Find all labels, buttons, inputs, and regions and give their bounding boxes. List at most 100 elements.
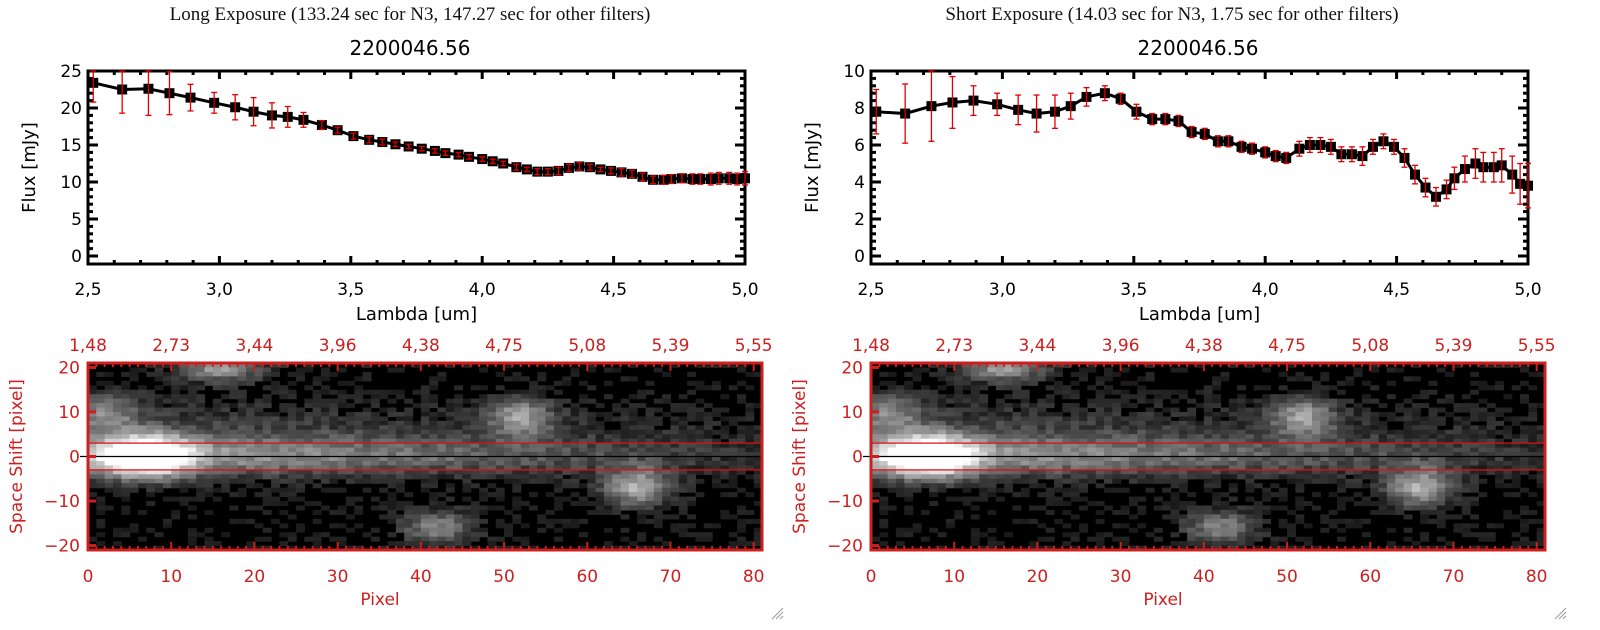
image-pixel — [962, 371, 972, 377]
image-pixel — [1245, 443, 1255, 449]
image-pixel — [1353, 407, 1363, 413]
image-pixel — [879, 447, 889, 453]
image-pixel — [1395, 367, 1405, 373]
image-pixel — [1411, 487, 1421, 493]
image-pixel — [171, 363, 181, 369]
image-pixel — [1178, 434, 1188, 440]
image-pixel — [1287, 465, 1296, 471]
image-pixel — [1270, 398, 1280, 404]
image-pixel — [254, 411, 264, 418]
image-pixel — [1004, 403, 1014, 409]
image-pixel — [162, 429, 172, 435]
image-pixel — [1411, 452, 1421, 458]
image-pixel — [379, 447, 389, 453]
image-pixel — [454, 527, 464, 533]
image-pixel — [879, 452, 889, 458]
image-pixel — [445, 483, 455, 489]
image-pixel — [895, 460, 905, 467]
image-pixel — [271, 452, 280, 458]
image-pixel — [1478, 452, 1488, 458]
image-pixel — [1411, 469, 1421, 475]
image-pixel — [1403, 416, 1413, 422]
image-pixel — [1103, 407, 1113, 413]
image-pixel — [179, 416, 189, 422]
image-pixel — [404, 509, 414, 515]
image-pixel — [1037, 447, 1047, 453]
image-pixel — [1295, 398, 1305, 404]
image-pixel — [1212, 385, 1222, 391]
image-pixel — [1045, 501, 1055, 507]
image-pixel — [1295, 371, 1305, 377]
image-pixel — [1411, 443, 1421, 449]
image-pixel — [96, 518, 106, 524]
image-pixel — [221, 371, 231, 377]
image-pixel — [1312, 505, 1321, 511]
image-pixel — [1178, 443, 1188, 449]
image-pixel — [520, 469, 530, 475]
image-pixel — [553, 501, 563, 507]
image-pixel — [945, 460, 955, 467]
image-pixel — [187, 380, 197, 386]
image-pixel — [1428, 478, 1438, 484]
image-pixel — [1378, 460, 1388, 467]
image-pixel — [1320, 407, 1330, 413]
image-pixel — [920, 403, 930, 409]
image-pixel — [437, 509, 447, 515]
image-pixel — [1453, 420, 1463, 426]
image-pixel — [370, 447, 380, 453]
image-pixel — [1278, 492, 1288, 498]
image-pixel — [454, 429, 464, 435]
image-pixel — [1312, 456, 1321, 462]
image-pixel — [695, 416, 705, 422]
image-pixel — [229, 465, 239, 471]
image-pixel — [1079, 416, 1088, 422]
image-pixel — [221, 385, 231, 391]
image-pixel — [1253, 465, 1263, 471]
image-pixel — [137, 394, 147, 400]
image-pixel — [1520, 380, 1529, 386]
image-pixel — [1037, 505, 1047, 511]
image-pixel — [520, 501, 530, 507]
image-pixel — [1287, 474, 1296, 480]
image-pixel — [96, 541, 106, 547]
image-pixel — [1336, 403, 1346, 409]
image-pixel — [1012, 460, 1022, 467]
image-pixel — [1353, 403, 1363, 409]
image-pixel — [88, 403, 97, 409]
image-pixel — [1328, 456, 1338, 462]
image-pixel — [987, 474, 997, 480]
image-pixel — [262, 434, 272, 440]
image-pixel — [920, 389, 930, 395]
image-pixel — [1195, 460, 1205, 467]
image-pixel — [1145, 434, 1155, 440]
image-pixel — [1320, 438, 1330, 444]
image-pixel — [495, 496, 505, 502]
image-pixel — [970, 456, 980, 462]
image-pixel — [562, 465, 572, 471]
image-pixel — [1128, 469, 1138, 475]
image-pixel — [670, 363, 680, 369]
image-pixel — [479, 403, 489, 409]
image-pixel — [1336, 443, 1346, 449]
image-pixel — [1103, 460, 1113, 467]
image-pixel — [912, 367, 922, 373]
image-pixel — [1095, 425, 1105, 431]
image-pixel — [287, 532, 297, 538]
image-pixel — [1395, 465, 1405, 471]
image-pixel — [1195, 469, 1205, 475]
image-pixel — [88, 478, 97, 484]
image-pixel — [512, 536, 522, 542]
image-pixel — [1045, 363, 1055, 369]
image-pixel — [379, 469, 389, 475]
image-pixel — [737, 469, 746, 475]
image-pixel — [1212, 460, 1222, 467]
image-pixel — [146, 527, 156, 533]
image-pixel — [871, 434, 880, 440]
image-pixel — [1262, 416, 1272, 422]
image-pixel — [912, 474, 922, 480]
image-pixel — [187, 541, 197, 547]
image-pixel — [687, 483, 697, 489]
image-pixel — [370, 389, 380, 395]
image-pixel — [1461, 407, 1471, 413]
image-pixel — [1012, 474, 1022, 480]
